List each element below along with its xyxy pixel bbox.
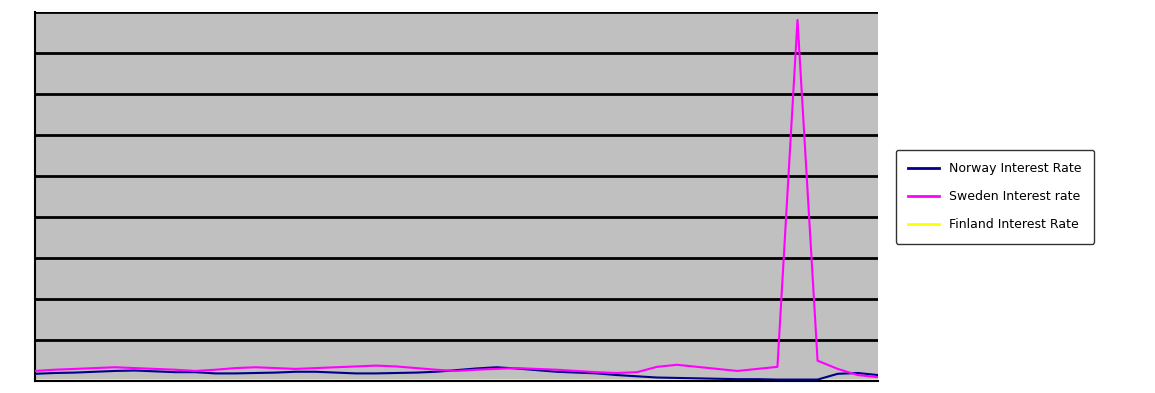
Legend: Norway Interest Rate, Sweden Interest rate, Finland Interest Rate: Norway Interest Rate, Sweden Interest ra… [895, 149, 1094, 244]
